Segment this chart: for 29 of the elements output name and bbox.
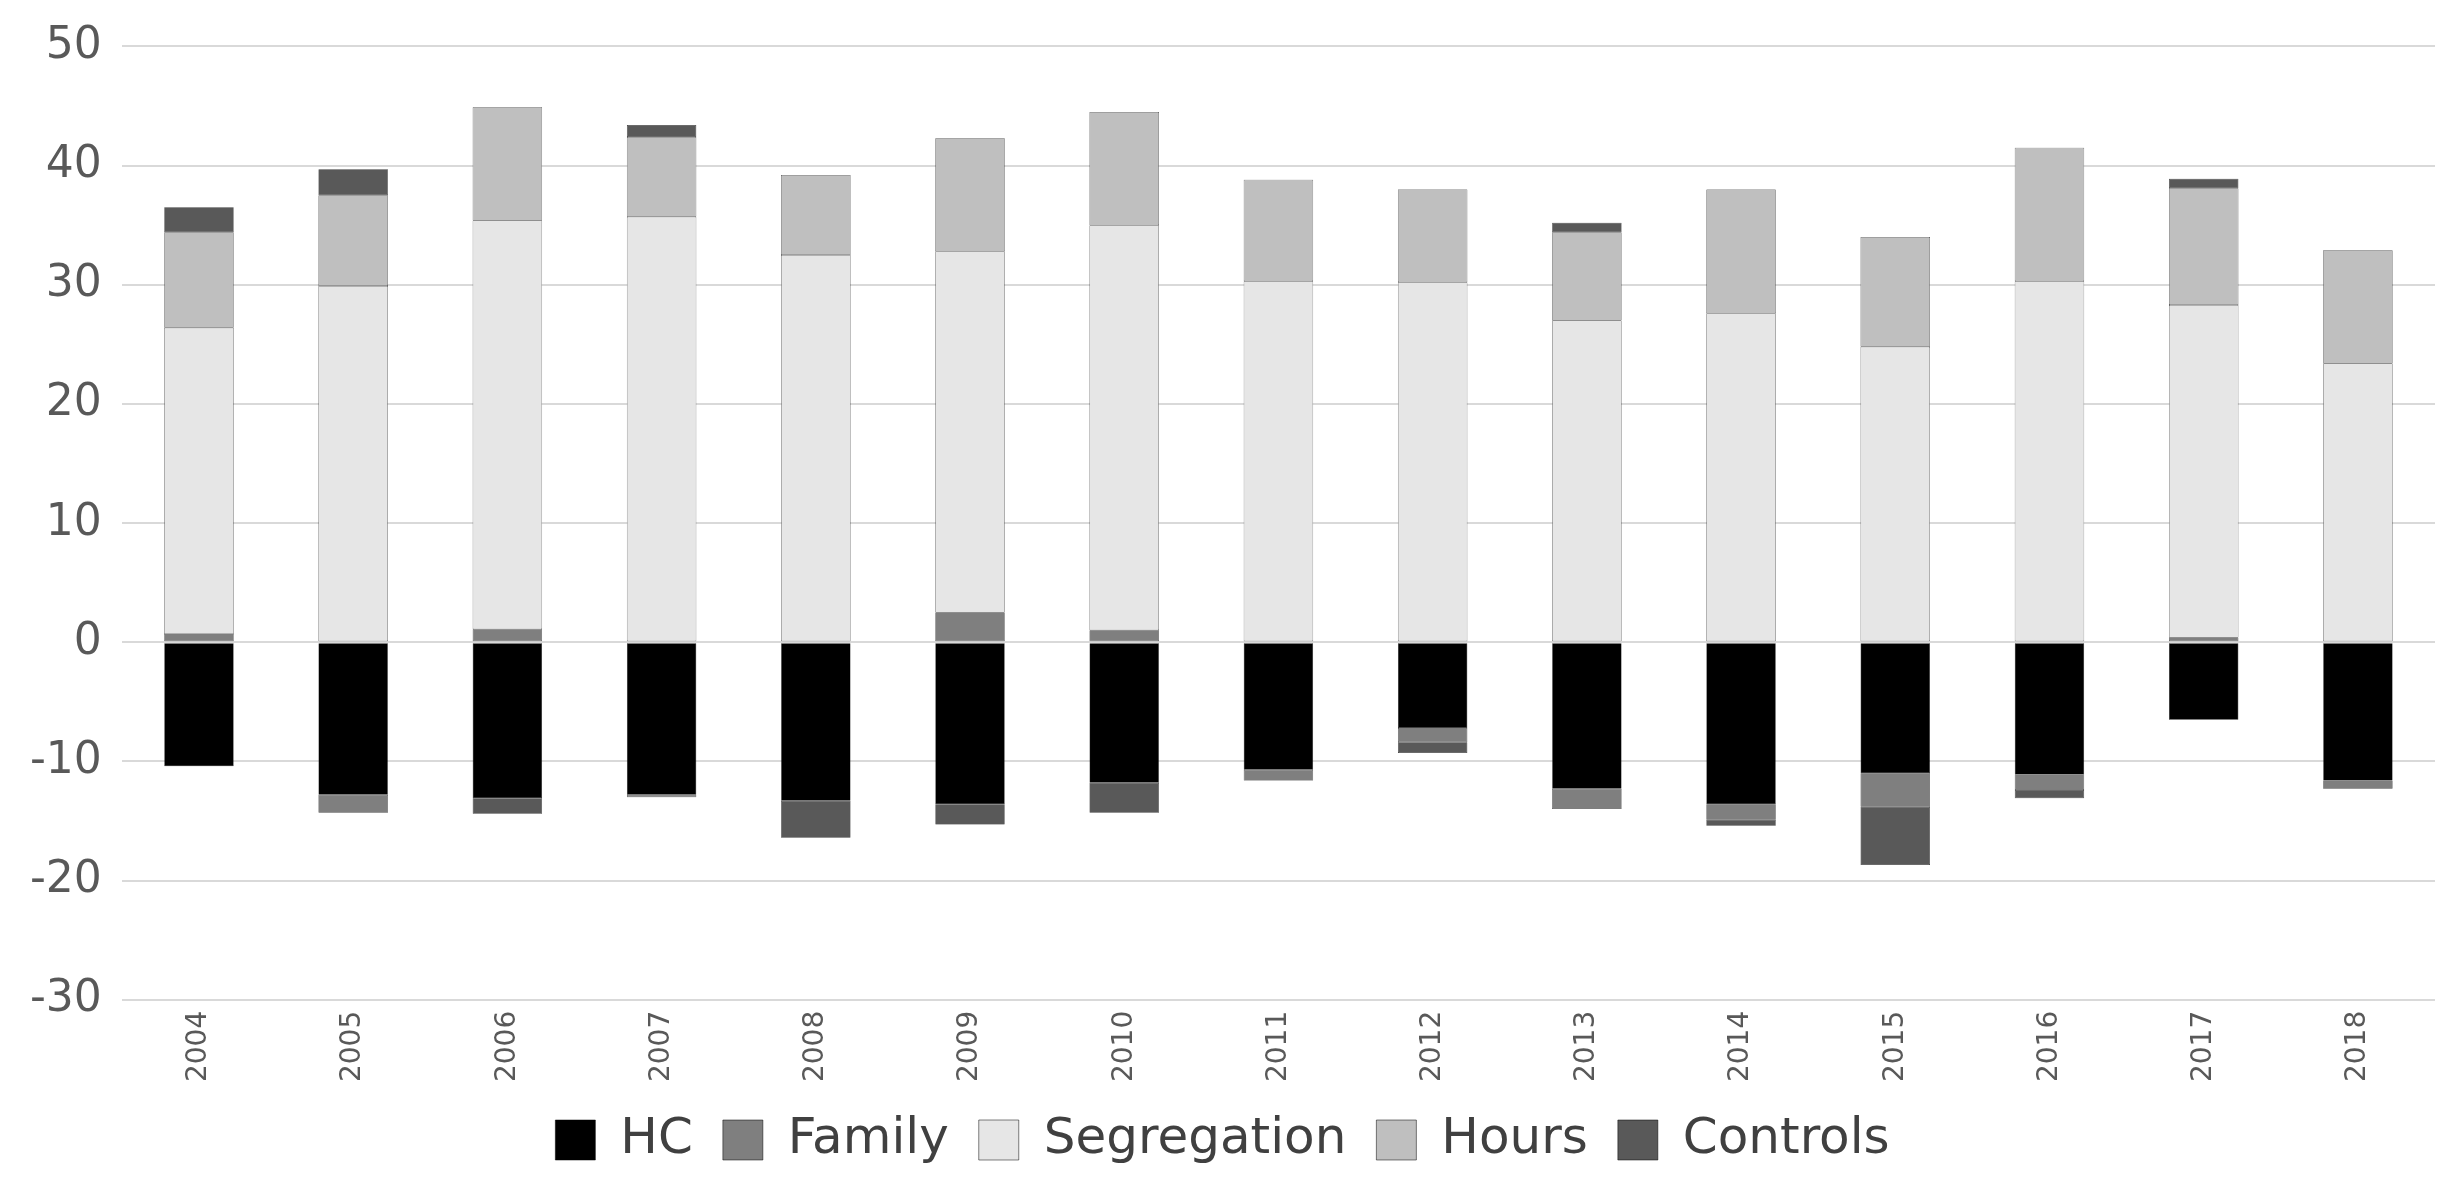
legend-label: Controls (1682, 1106, 1890, 1165)
x-tick-label: 2015 (1876, 1010, 1910, 1083)
y-tick-label: 50 (45, 16, 102, 68)
legend-label: Family (787, 1106, 949, 1165)
y-tick-label: 10 (45, 493, 102, 545)
y-tick-label: 30 (45, 255, 102, 307)
x-tick-label: 2013 (1568, 1010, 1602, 1083)
x-tick-label: 2012 (1413, 1010, 1447, 1083)
y-tick-label: 0 (73, 612, 102, 664)
legend-label: Hours (1441, 1106, 1588, 1165)
x-tick-label: 2011 (1259, 1010, 1293, 1083)
x-tick-label: 2007 (642, 1010, 676, 1083)
x-tick-label: 2009 (951, 1010, 985, 1083)
y-tick-label: 40 (45, 136, 102, 188)
legend-label: Segregation (1043, 1106, 1347, 1165)
x-tick-label: 2004 (180, 1010, 214, 1083)
x-tick-label: 2008 (797, 1010, 831, 1083)
x-tick-label: 2014 (1722, 1010, 1756, 1083)
x-tick-label: 2010 (1105, 1010, 1139, 1083)
x-tick-label: 2005 (334, 1010, 368, 1083)
y-tick-label: 20 (45, 374, 102, 426)
legend-label: HC (620, 1106, 693, 1165)
x-tick-label: 2018 (2339, 1010, 2373, 1083)
x-tick-label: 2017 (2184, 1010, 2218, 1083)
y-tick-label: -30 (29, 970, 102, 1022)
y-tick-label: -10 (29, 731, 102, 783)
x-tick-label: 2006 (488, 1010, 522, 1083)
x-tick-label: 2016 (2030, 1010, 2064, 1083)
y-tick-label: -20 (29, 851, 102, 903)
